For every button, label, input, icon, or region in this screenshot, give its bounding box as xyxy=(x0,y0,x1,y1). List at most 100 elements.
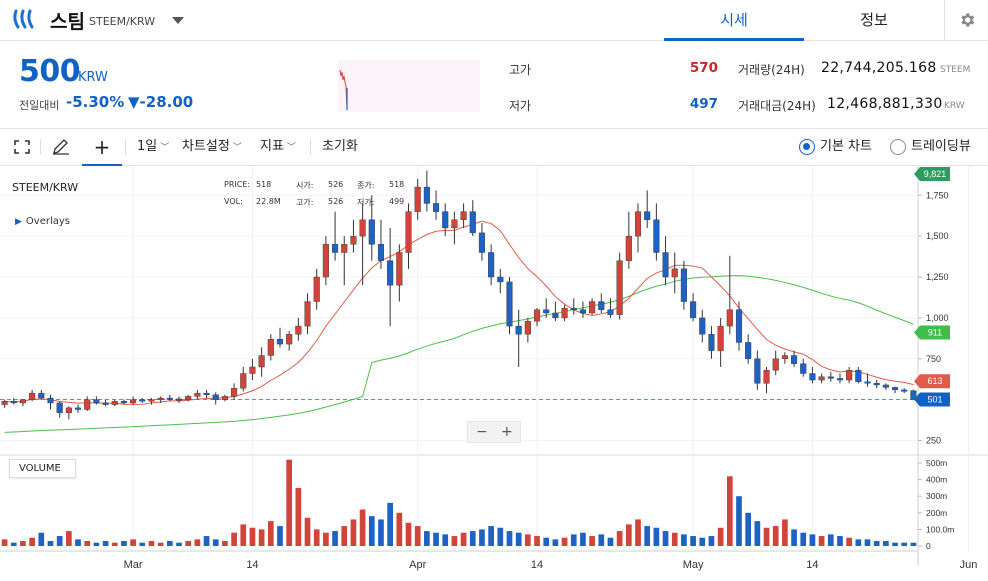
volume-bar xyxy=(185,541,192,546)
top-bar: 스팀 STEEM/KRW 시세 정보 xyxy=(0,0,988,41)
volume-bar xyxy=(166,541,173,546)
ohlc-open-label: 시가: xyxy=(296,181,314,190)
volume-bar xyxy=(671,532,678,546)
overlays-label: Overlays xyxy=(25,216,71,227)
volume-bar xyxy=(561,537,568,546)
fullscreen-icon[interactable] xyxy=(14,140,30,154)
candle-body xyxy=(212,394,219,400)
intraday-sparkline xyxy=(338,60,480,112)
chart-settings-dropdown[interactable]: 차트설정 ﹀ xyxy=(182,129,242,165)
candle-body xyxy=(690,301,697,319)
volume-bar xyxy=(589,536,595,546)
low-label: 저가 xyxy=(509,99,532,113)
basic-chart-label[interactable]: 기본 차트 xyxy=(820,139,872,154)
volume-bar xyxy=(745,512,752,546)
pencil-icon[interactable] xyxy=(52,139,70,155)
candle-body xyxy=(726,309,733,327)
price-marker-tag xyxy=(914,325,950,340)
candle-body xyxy=(616,260,623,315)
overlays-toggle[interactable]: ▶ Overlays xyxy=(15,216,70,227)
candle-body xyxy=(203,392,210,395)
volume-bar xyxy=(451,536,458,546)
volume-bar xyxy=(249,527,256,546)
candle-body xyxy=(102,402,109,405)
volume-bar xyxy=(267,521,274,546)
tradingview-radio[interactable] xyxy=(890,139,906,155)
candle-body xyxy=(533,309,541,322)
crosshair-button[interactable]: + xyxy=(82,129,122,166)
candle-body xyxy=(387,260,394,286)
candle-body xyxy=(120,401,127,404)
indicators-label: 지표 xyxy=(260,139,284,154)
chevron-down-icon: ﹀ xyxy=(232,143,242,153)
candle-body xyxy=(543,309,550,314)
candle-body xyxy=(276,338,284,345)
indicators-dropdown[interactable]: 지표 ﹀ xyxy=(260,129,296,165)
change-label: 전일대비 xyxy=(19,99,60,112)
zoom-out-button[interactable]: − xyxy=(476,424,488,440)
price-marker: 501 xyxy=(914,392,950,407)
candle-body xyxy=(634,211,642,237)
volume-bar xyxy=(368,516,375,546)
candle-body xyxy=(836,378,844,381)
candle-body xyxy=(267,338,274,356)
current-price-unit: KRW xyxy=(78,70,108,85)
candle-body xyxy=(93,399,100,404)
chart-pair-label: STEEM/KRW xyxy=(12,181,79,194)
zoom-in-button[interactable]: + xyxy=(501,424,513,440)
candle-body xyxy=(901,389,908,392)
tab-market[interactable]: 시세 xyxy=(664,0,804,41)
volume-bar xyxy=(534,536,540,546)
ma-long-line xyxy=(4,275,914,433)
candlestick-chart[interactable]: Mar14Apr14May14Jun12505007501,0001,2501,… xyxy=(0,166,988,581)
volume-bar xyxy=(102,541,109,546)
candle-body xyxy=(570,307,577,310)
volume-bar xyxy=(295,487,302,546)
volume-bar xyxy=(203,536,210,546)
tab-info[interactable]: 정보 xyxy=(860,11,888,29)
candle-body xyxy=(800,363,807,374)
volume-bar xyxy=(1,539,8,546)
tradingview-label[interactable]: 트레이딩뷰 xyxy=(911,139,971,154)
price-marker: 911 xyxy=(914,325,950,340)
candle-body xyxy=(708,334,715,351)
interval-dropdown[interactable]: 1일 ﹀ xyxy=(137,129,169,165)
volume-bar xyxy=(864,539,871,546)
reset-button[interactable]: 초기화 xyxy=(322,139,358,154)
candle-body xyxy=(772,358,779,371)
volume-bar xyxy=(176,542,182,546)
chart-canvas[interactable]: Mar14Apr14May14Jun12505007501,0001,2501,… xyxy=(0,166,988,581)
candle-body xyxy=(74,407,82,410)
crosshair-icon: + xyxy=(93,135,111,159)
volume-tick-label: 500m xyxy=(926,458,947,468)
ohlc-close-value: 518 xyxy=(389,180,405,189)
low-value: 497 xyxy=(689,96,718,112)
pair-dropdown-caret-icon[interactable] xyxy=(172,17,184,24)
candle-body xyxy=(469,211,476,234)
volume-24h-value: 22,744,205.168 xyxy=(821,60,937,76)
volume-tick-label: 300m xyxy=(926,491,947,501)
volume-bar xyxy=(772,526,779,546)
candle-body xyxy=(735,309,743,343)
volume-bar xyxy=(910,542,917,546)
candle-body xyxy=(396,252,403,286)
volume-bar xyxy=(506,531,513,546)
settings-button[interactable] xyxy=(944,0,988,41)
price-marker-tag xyxy=(914,392,950,407)
volume-bar xyxy=(286,459,293,546)
candle-body xyxy=(322,244,329,278)
volume-bar xyxy=(222,541,228,546)
x-tick-label: 14 xyxy=(806,559,818,571)
candle-body xyxy=(1,401,8,405)
candle-body xyxy=(19,399,26,404)
volume-bar xyxy=(525,534,531,546)
basic-chart-radio[interactable] xyxy=(799,139,815,155)
change-amount: ▼-28.00 xyxy=(128,93,194,111)
candle-body xyxy=(699,317,706,335)
candle-body xyxy=(65,407,72,413)
volume-bar xyxy=(598,534,605,546)
candle-body xyxy=(304,301,311,327)
chart-settings-label: 차트설정 xyxy=(182,139,230,154)
ohlc-high-value: 526 xyxy=(328,197,344,206)
